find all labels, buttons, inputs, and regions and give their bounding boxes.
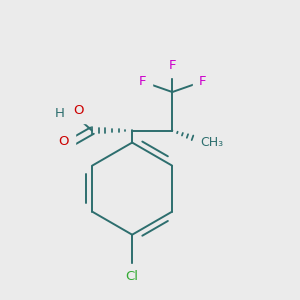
Text: H: H <box>55 107 65 120</box>
Text: O: O <box>58 135 69 148</box>
Text: Cl: Cl <box>126 270 139 283</box>
Text: O: O <box>74 104 84 117</box>
Text: F: F <box>169 59 176 72</box>
Text: F: F <box>139 75 146 88</box>
Text: F: F <box>198 75 206 88</box>
Text: CH₃: CH₃ <box>200 136 224 149</box>
